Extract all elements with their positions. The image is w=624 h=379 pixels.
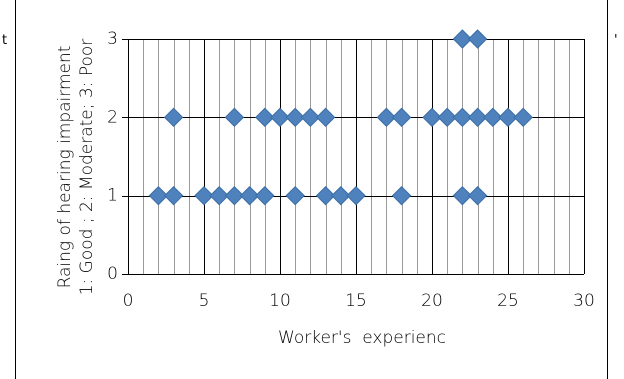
data-point-diamond: [467, 185, 488, 206]
data-point-diamond: [163, 185, 184, 206]
y-tick-label: 2: [107, 107, 118, 127]
data-point-diamond: [300, 107, 321, 128]
data-point-diamond: [239, 185, 260, 206]
data-point-diamond: [391, 185, 412, 206]
data-point-diamond: [255, 185, 275, 206]
data-point-diamond: [148, 185, 169, 206]
left-edge-text: t: [2, 33, 7, 48]
data-point-diamond: [467, 29, 488, 49]
x-tick-label: 10: [269, 291, 291, 311]
y-tick-label: 3: [107, 29, 118, 49]
data-point-diamond: [452, 185, 473, 206]
data-point-diamond: [346, 185, 366, 206]
data-point-diamond: [224, 185, 245, 206]
title-mask: [45, 0, 90, 12]
x-tick-label: 30: [573, 291, 595, 311]
y-axis-title-line-1: Raing of hearing impairment: [55, 46, 75, 289]
data-point-diamond: [163, 107, 184, 128]
x-tick-label: 5: [199, 291, 210, 311]
data-points: [148, 29, 533, 206]
data-point-diamond: [513, 107, 533, 128]
y-axis-title: Raing of hearing impairment 1: Good ; 2:…: [55, 39, 97, 296]
data-point-diamond: [498, 107, 518, 128]
data-point-diamond: [209, 185, 229, 206]
data-point-diamond: [376, 107, 397, 128]
data-point-diamond: [270, 107, 290, 128]
y-axis-title-line-2: 1: Good ; 2: Moderate; 3: Poor: [77, 39, 97, 296]
data-point-diamond: [315, 107, 336, 128]
data-point-diamond: [452, 107, 473, 128]
chart-frame: [15, 0, 608, 379]
x-tick-label: 20: [421, 291, 443, 311]
data-point-diamond: [391, 107, 412, 128]
y-tick-labels: 0 1 2 3: [107, 29, 118, 284]
x-tick-label: 0: [123, 291, 134, 311]
grid-lines: [122, 39, 585, 275]
y-tick-label: 0: [107, 264, 118, 284]
data-point-diamond: [255, 107, 275, 128]
x-tick-labels: 0 5 10 15 20 25 30: [123, 291, 595, 311]
y-tick-label: 1: [107, 186, 118, 206]
x-tick-label: 15: [345, 291, 367, 311]
data-point-diamond: [422, 107, 442, 128]
data-point-diamond: [452, 29, 473, 49]
data-point-diamond: [331, 185, 351, 206]
data-point-diamond: [483, 107, 503, 128]
data-point-diamond: [467, 107, 488, 128]
x-axis-title: Worker's experienc: [278, 328, 446, 348]
data-point-diamond: [437, 107, 457, 128]
x-tick-label: 25: [497, 291, 519, 311]
data-point-diamond: [315, 185, 336, 206]
data-point-diamond: [224, 107, 245, 128]
data-point-diamond: [285, 185, 305, 206]
data-point-diamond: [194, 185, 214, 206]
data-point-diamond: [285, 107, 305, 128]
right-edge-text: ': [614, 33, 618, 48]
